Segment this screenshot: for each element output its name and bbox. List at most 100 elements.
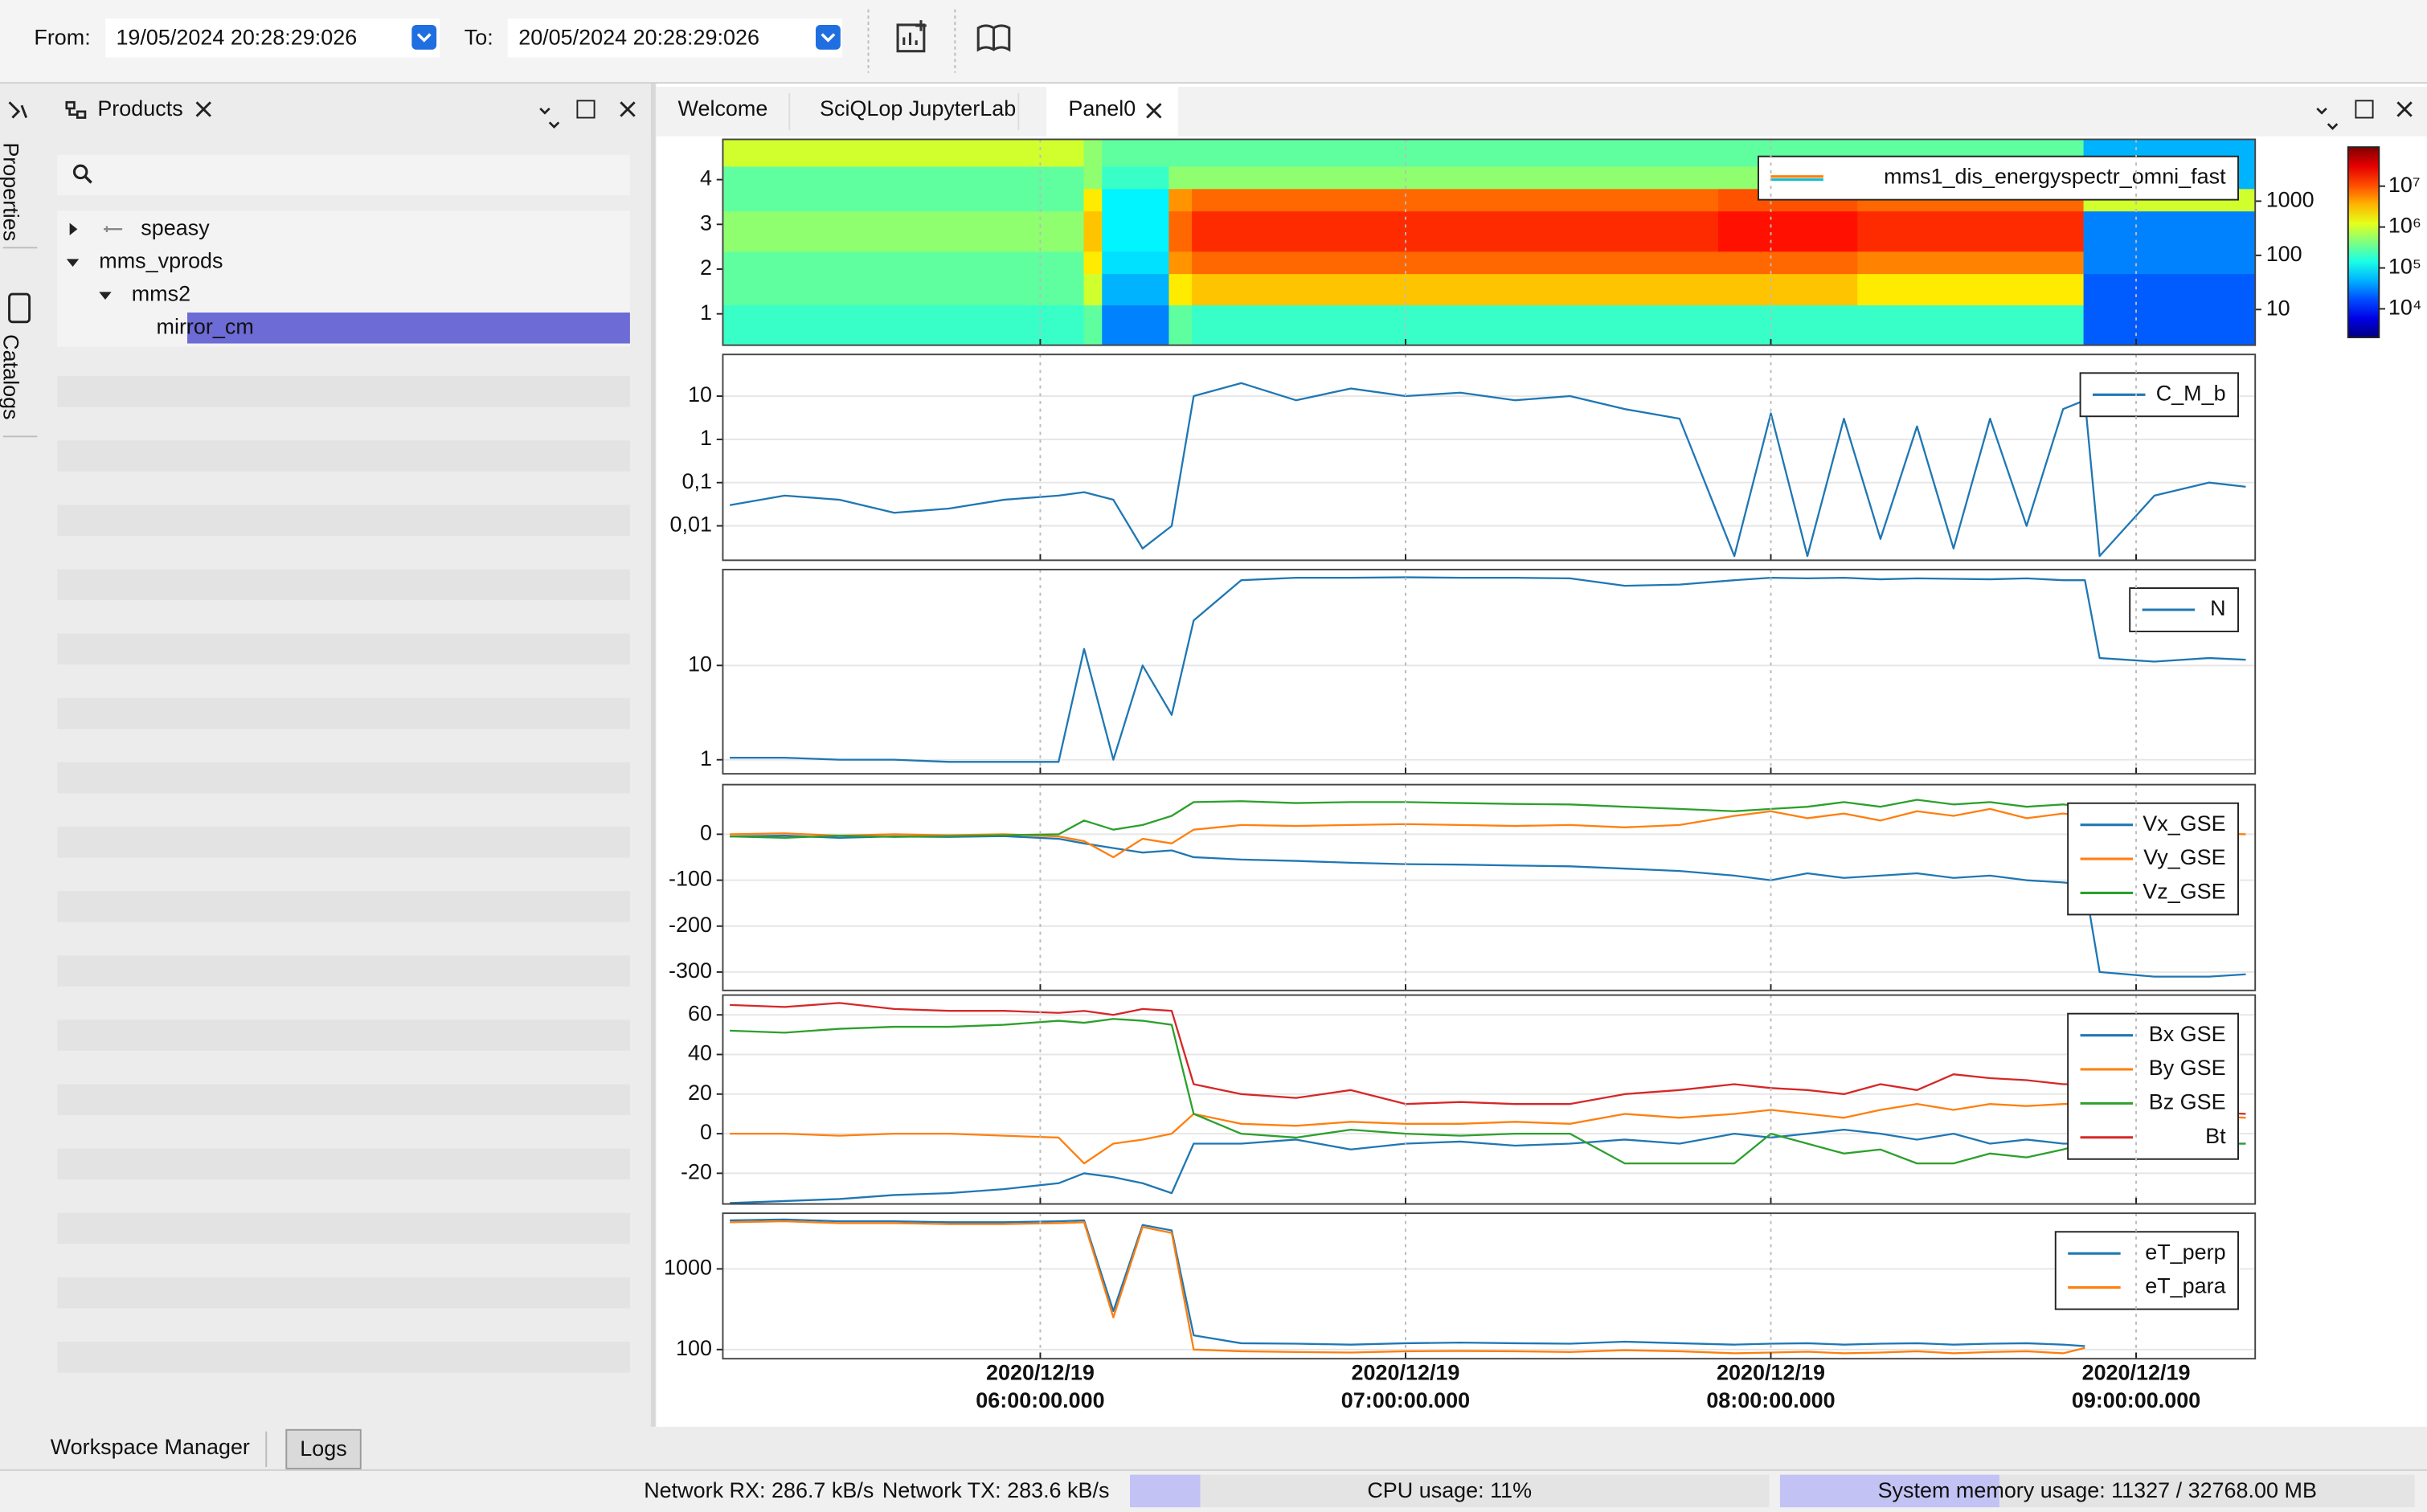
float-tab[interactable] [2355, 100, 2374, 119]
tabs: Welcome SciQLop JupyterLab Panel0 [678, 86, 1178, 137]
spectrogram-cell [1083, 304, 1103, 346]
tab[interactable]: Panel0 [1068, 96, 1136, 121]
to-label: To: [465, 25, 493, 49]
close-tab-area[interactable] [2396, 101, 2413, 117]
series-line [730, 1103, 2246, 1165]
spectrogram-cell [1857, 210, 2085, 252]
close-tab[interactable] [1146, 103, 1162, 119]
x-tick-time: 07:00:00.000 [1341, 1388, 1470, 1412]
dock-menu[interactable] [539, 108, 560, 129]
status-meters: CPU usage: 11% System memory usage: 11327… [1129, 1474, 2415, 1508]
y-tick-label: -100 [669, 867, 712, 891]
from-input[interactable] [104, 18, 440, 58]
plot-background [722, 784, 2256, 991]
legend-label: Bt [2205, 1124, 2226, 1148]
float-dock[interactable] [576, 100, 595, 119]
bottom-tab[interactable]: Logs [300, 1436, 346, 1461]
placeholder-row [57, 955, 630, 987]
spectrogram-cell [2083, 210, 2256, 252]
y-tick-label: -300 [669, 958, 712, 983]
x-tick-time: 09:00:00.000 [2072, 1388, 2200, 1412]
collapse-arrow [99, 292, 112, 300]
from-dropdown[interactable] [411, 24, 437, 50]
placeholder-row [57, 1341, 630, 1373]
side-tab[interactable]: Properties [0, 142, 23, 241]
search-box[interactable] [57, 154, 630, 195]
y-tick-label: 40 [688, 1041, 712, 1065]
tab[interactable]: SciQLop JupyterLab [820, 96, 1016, 121]
legend-label: mms1_dis_energyspectr_omni_fast [1884, 165, 2226, 189]
spectrogram-cell [2083, 304, 2256, 346]
legend-label: By GSE [2149, 1056, 2226, 1080]
spectrogram-cell [1102, 251, 1170, 275]
tab[interactable]: Welcome [678, 96, 768, 121]
tree-item[interactable]: mms2 [132, 281, 190, 305]
close-dock[interactable] [620, 101, 636, 117]
docs-button[interactable] [976, 24, 1011, 52]
plot-frame [722, 783, 2257, 991]
tree-item[interactable]: mms_vprods [99, 248, 223, 272]
placeholders [57, 376, 630, 1373]
plot-background [722, 354, 2256, 561]
spectrogram-cell [722, 188, 1085, 212]
x-tick-time: 08:00:00.000 [1706, 1388, 1835, 1412]
colorbar-tick-label: 10⁶ [2388, 214, 2421, 238]
plot-panel: 123410100100010⁴10⁵10⁶10⁷mms1_dis_energy… [664, 138, 2421, 1412]
provider-icon [104, 226, 123, 233]
from-value: 19/05/2024 20:28:29:026 [116, 25, 357, 49]
plot-frame [722, 568, 2257, 775]
side-tab[interactable]: Catalogs [0, 334, 23, 419]
from-label: From: [34, 25, 90, 49]
new-plot-button[interactable] [896, 20, 927, 53]
bottom-tab[interactable]: Workspace Manager [51, 1435, 250, 1459]
x-tick-date: 2020/12/19 [2082, 1361, 2191, 1385]
spectrogram-cell [2083, 273, 2256, 306]
spectrogram-cell [1857, 273, 2085, 306]
selected-row [187, 313, 630, 344]
spectrogram-cell [1083, 210, 1103, 252]
legend-label: Bx GSE [2149, 1022, 2226, 1046]
series-line [730, 1128, 2246, 1204]
spectrogram-cell [2083, 251, 2256, 275]
to-input[interactable] [507, 18, 842, 58]
dropdown-icon [416, 33, 432, 43]
y2-tick-label: 1000 [2266, 187, 2314, 211]
close-dock[interactable] [195, 101, 211, 117]
spectrogram-cell [1718, 210, 1858, 252]
spectrogram-cell [722, 139, 1085, 167]
spectrogram-cell [722, 166, 1085, 190]
tree-item[interactable]: mirror_cm [157, 314, 254, 338]
spectrogram-cell [1102, 166, 1170, 190]
meter-fill [1779, 1474, 1999, 1508]
legend [2054, 1231, 2239, 1310]
meter-label: CPU usage: 11% [1367, 1478, 1532, 1502]
x-tick-time: 06:00:00.000 [976, 1388, 1104, 1412]
meter-track [1129, 1474, 1770, 1508]
spectrogram-cell [1857, 304, 2085, 346]
tree-item[interactable]: speasy [141, 215, 210, 239]
expand-arrow [69, 223, 78, 235]
legend-label: C_M_b [2156, 381, 2226, 405]
series-line [729, 382, 2246, 558]
placeholder-row [57, 1020, 630, 1051]
tree-icon [65, 100, 87, 119]
legend-label: eT_perp [2145, 1240, 2225, 1264]
y-tick-label: 60 [688, 1001, 712, 1025]
legend-label: Bz GSE [2149, 1090, 2226, 1114]
to-dropdown[interactable] [816, 24, 841, 50]
spectrogram-cell [722, 210, 1085, 252]
placeholder-row [57, 376, 630, 407]
plot-frame [722, 1212, 2257, 1360]
x-tick-date: 2020/12/19 [986, 1361, 1095, 1385]
spectrogram-cell [1168, 210, 1193, 252]
plot-frame [722, 353, 2257, 562]
catalogs-icon [8, 292, 31, 324]
spectrogram-cell [1083, 139, 1103, 167]
y-tick-label: 20 [688, 1081, 712, 1105]
bottom-tab-active[interactable] [285, 1428, 362, 1469]
dock-title: Products [97, 96, 182, 121]
tab-menu[interactable] [2316, 108, 2339, 130]
series-line [730, 835, 2246, 978]
legend [2067, 1012, 2239, 1160]
properties-icon [8, 101, 28, 119]
